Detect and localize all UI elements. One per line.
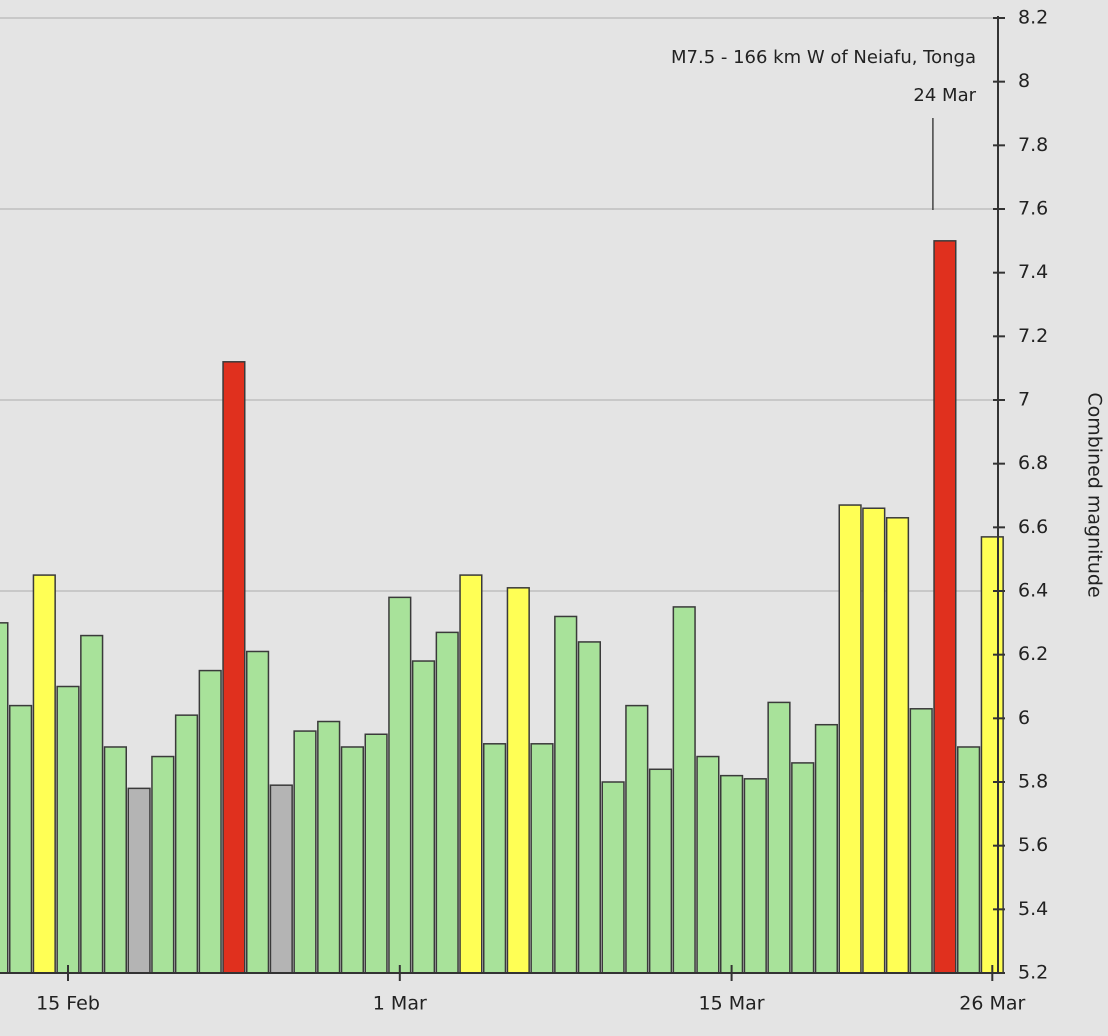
bar — [933, 240, 957, 974]
bar — [720, 774, 744, 974]
x-tick-label: 26 Mar — [959, 993, 1025, 1015]
bar — [269, 784, 293, 974]
y-tick-label: 7.2 — [1018, 325, 1048, 347]
bar — [530, 743, 554, 974]
bar — [696, 755, 720, 974]
y-tick-label: 7.6 — [1018, 198, 1048, 220]
bar — [791, 762, 815, 974]
bar — [388, 596, 412, 974]
bar — [222, 361, 246, 974]
y-tick-label: 5.8 — [1018, 771, 1048, 793]
bar — [151, 755, 175, 974]
y-tick-label: 6 — [1018, 707, 1030, 729]
grid — [0, 17, 998, 592]
bar — [340, 746, 364, 974]
bar — [980, 536, 1004, 974]
bar — [435, 631, 459, 974]
y-tick-label: 7.8 — [1018, 134, 1048, 156]
bar — [957, 746, 981, 974]
bar — [601, 781, 625, 974]
bar — [0, 622, 9, 974]
y-tick-label: 5.2 — [1018, 962, 1048, 984]
bar — [909, 708, 933, 974]
y-tick-label: 6.8 — [1018, 452, 1048, 474]
bar — [483, 743, 507, 974]
x-tick-label: 1 Mar — [373, 993, 427, 1015]
bar — [364, 733, 388, 974]
annotation-date: 24 Mar — [913, 85, 976, 106]
bar — [625, 704, 649, 974]
y-tick-label: 5.4 — [1018, 898, 1048, 920]
bar — [317, 720, 341, 974]
bar — [103, 746, 128, 974]
bar — [56, 685, 80, 974]
bar — [459, 574, 483, 974]
y-tick-label: 6.2 — [1018, 643, 1048, 665]
bar — [246, 650, 270, 974]
bar — [885, 517, 910, 974]
bar — [672, 606, 696, 974]
bar — [838, 504, 862, 974]
bar — [577, 641, 601, 974]
y-axis-label: Combined magnitude — [1084, 392, 1106, 597]
bar — [293, 730, 317, 974]
bar — [174, 714, 199, 974]
y-tick-label: 6.4 — [1018, 580, 1048, 602]
x-tick-label: 15 Feb — [36, 993, 100, 1015]
bar — [127, 787, 151, 974]
annotation-text: M7.5 - 166 km W of Neiafu, Tonga — [671, 47, 976, 68]
bar — [767, 701, 791, 974]
bar — [80, 634, 104, 974]
bar — [648, 768, 673, 974]
bar — [862, 507, 886, 974]
y-tick-label: 7.4 — [1018, 261, 1048, 283]
bar — [506, 587, 530, 974]
y-tick-label: 6.6 — [1018, 516, 1048, 538]
y-tick-label: 8 — [1018, 70, 1030, 92]
bar — [32, 574, 56, 974]
bar — [814, 723, 838, 974]
y-tick-label: 8.2 — [1018, 7, 1048, 29]
bar — [554, 615, 578, 974]
bar — [743, 778, 767, 974]
bar — [9, 704, 33, 974]
bar — [198, 669, 222, 974]
bars — [0, 240, 1004, 974]
y-tick-label: 7 — [1018, 389, 1030, 411]
x-tick-label: 15 Mar — [699, 993, 765, 1015]
bar — [411, 660, 436, 974]
y-tick-label: 5.6 — [1018, 834, 1048, 856]
